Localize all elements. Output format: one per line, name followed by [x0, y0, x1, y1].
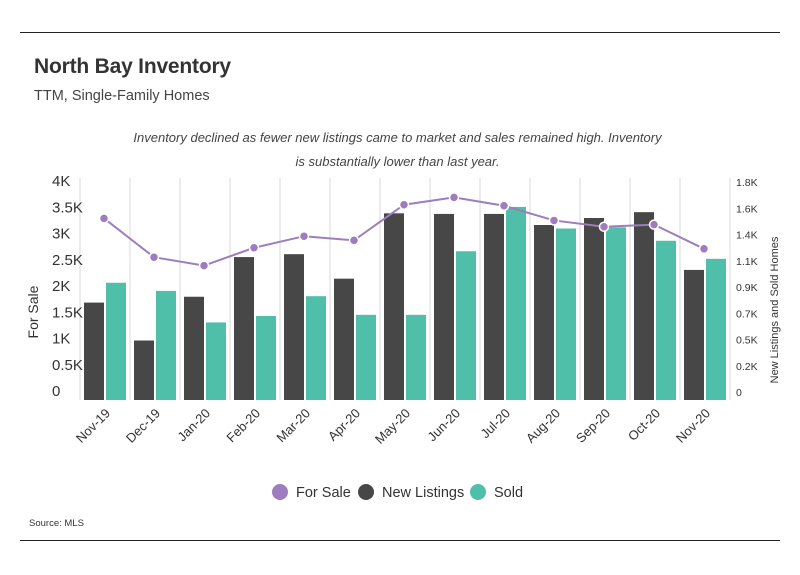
sold-bar	[606, 227, 626, 400]
y-left-tick-label: 4K	[52, 173, 70, 190]
new-listings-bar	[284, 254, 304, 400]
y-left-tick-label: 0	[52, 383, 60, 400]
y-left-tick-label: 1K	[52, 331, 70, 348]
x-tick-label: Jun-20	[424, 406, 463, 445]
sold-bar	[156, 290, 176, 400]
y-left-tick-label: 2.5K	[52, 252, 83, 269]
sold-bar	[556, 228, 576, 400]
for-sale-point	[698, 243, 710, 255]
y-right-tick-label: 1.1K	[736, 256, 758, 268]
sold-bar	[506, 206, 526, 400]
x-tick-label: Feb-20	[223, 406, 263, 446]
x-tick-label: Jan-20	[174, 406, 213, 445]
y-left-tick-label: 2K	[52, 278, 70, 295]
for-sale-point	[198, 260, 210, 271]
legend-new-listings-label: New Listings	[382, 485, 464, 501]
y-right-tick-label: 1.6K	[736, 203, 758, 215]
x-tick-label: Mar-20	[273, 406, 313, 446]
new-listings-bar	[634, 212, 654, 400]
x-tick-label: May-20	[372, 406, 413, 447]
x-tick-label: Nov-19	[73, 406, 113, 446]
legend-sold-marker	[470, 484, 486, 500]
y-right-tick-label: 0	[736, 387, 742, 399]
y-right-tick-label: 0.9K	[736, 282, 758, 294]
new-listings-bar	[384, 213, 404, 400]
x-tick-label: Nov-20	[673, 406, 713, 446]
new-listings-bar	[584, 218, 604, 400]
new-listings-bar	[334, 278, 354, 400]
x-tick-label: Aug-20	[523, 406, 563, 446]
sold-bar	[356, 314, 376, 400]
y-right-tick-label: 1.8K	[736, 177, 758, 189]
for-sale-point	[598, 221, 610, 232]
for-sale-point	[498, 200, 510, 211]
sold-bar	[456, 251, 476, 400]
new-listings-bar	[684, 269, 704, 400]
legend-for-sale-label: For Sale	[296, 485, 351, 501]
y-right-tick-label: 0.7K	[736, 308, 758, 320]
sold-bar	[306, 296, 326, 400]
sold-bar	[406, 314, 426, 400]
new-listings-bar	[484, 213, 504, 400]
sold-bar	[706, 258, 726, 400]
x-tick-label: Oct-20	[625, 406, 663, 444]
y-left-tick-label: 3.5K	[52, 199, 83, 216]
sold-bar	[656, 240, 676, 400]
chart-title: North Bay Inventory	[34, 55, 231, 78]
for-sale-point	[248, 242, 260, 253]
x-tick-label: Jul-20	[477, 406, 513, 442]
y-left-tick-label: 1.5K	[52, 304, 83, 321]
chart-subtitle: TTM, Single-Family Homes	[34, 88, 210, 104]
top-rule	[20, 32, 780, 33]
for-sale-point	[398, 199, 410, 210]
for-sale-point	[348, 235, 360, 246]
source-note: Source: MLS	[29, 518, 84, 529]
bottom-rule	[20, 540, 780, 541]
new-listings-bar	[234, 257, 254, 400]
legend-new-listings-marker	[358, 484, 374, 500]
y-right-axis-title: New Listings and Sold Homes	[769, 236, 781, 383]
new-listings-bar	[84, 302, 104, 400]
y-left-tick-label: 0.5K	[52, 357, 83, 374]
for-sale-point	[298, 230, 310, 242]
sold-bar	[256, 316, 276, 400]
for-sale-point	[548, 215, 560, 226]
y-left-axis-title: For Sale	[25, 285, 41, 338]
for-sale-point	[648, 219, 660, 230]
sold-bar	[106, 282, 126, 400]
y-right-tick-label: 1.4K	[736, 230, 758, 242]
x-tick-label: Dec-19	[123, 406, 163, 446]
for-sale-point	[98, 213, 110, 224]
x-tick-label: Apr-20	[325, 406, 363, 444]
chart-annotation: Inventory declined as fewer new listings…	[133, 130, 662, 169]
y-right-tick-label: 0.2K	[736, 361, 758, 373]
x-tick-label: Sep-20	[573, 406, 613, 446]
y-right-tick-label: 0.5K	[736, 335, 758, 347]
legend-for-sale-marker	[272, 484, 288, 500]
new-listings-bar	[134, 340, 154, 400]
new-listings-bar	[534, 225, 554, 400]
sold-bar	[206, 322, 226, 400]
for-sale-point	[148, 251, 160, 263]
y-left-tick-label: 3K	[52, 226, 70, 243]
legend-sold-label: Sold	[494, 485, 523, 501]
new-listings-bar	[184, 296, 204, 400]
new-listings-bar	[434, 213, 454, 400]
for-sale-point	[448, 192, 460, 203]
